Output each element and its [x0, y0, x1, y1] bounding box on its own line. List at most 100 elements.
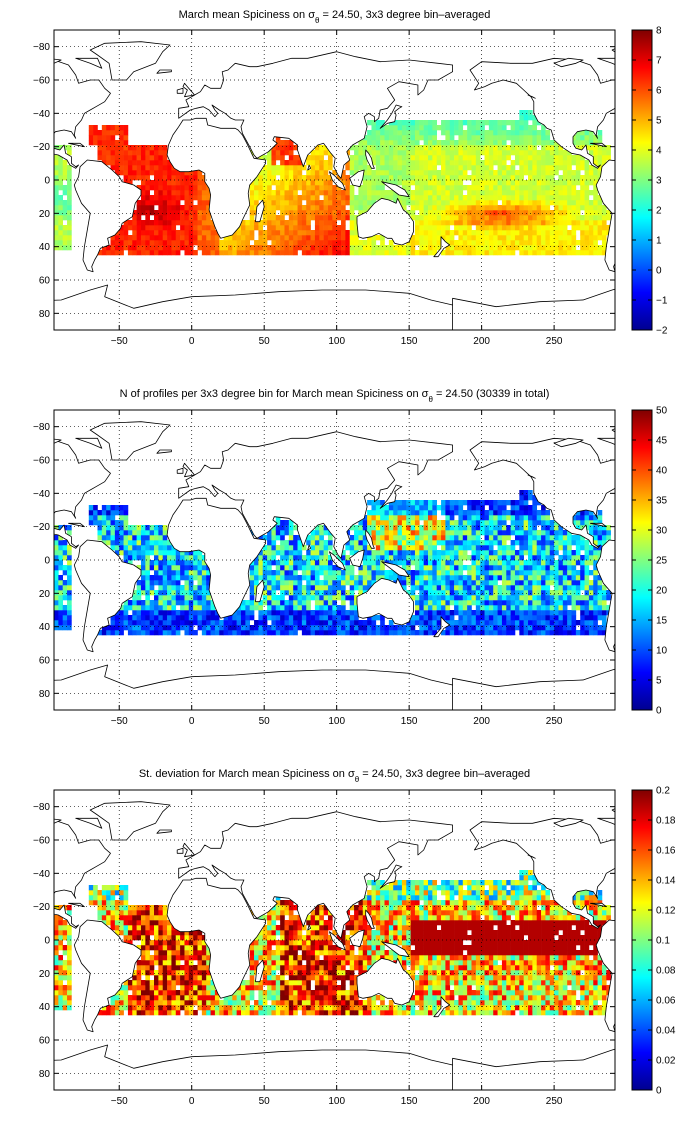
- heatmap-cell: [150, 560, 155, 565]
- heatmap-cell: [180, 190, 185, 195]
- heatmap-cell: [485, 170, 490, 175]
- heatmap-cell: [280, 240, 285, 245]
- heatmap-cell: [306, 245, 311, 250]
- heatmap-cell: [432, 620, 437, 625]
- heatmap-cell: [202, 215, 207, 220]
- heatmap-cell: [163, 205, 168, 210]
- heatmap-cell: [541, 615, 546, 620]
- heatmap-cell: [593, 535, 598, 540]
- heatmap-cell: [445, 560, 450, 565]
- heatmap-cell: [511, 550, 516, 555]
- heatmap-cell: [441, 220, 446, 225]
- heatmap-cell: [284, 235, 289, 240]
- heatmap-cell: [476, 170, 481, 175]
- heatmap-cell: [385, 510, 390, 515]
- heatmap-cell: [515, 515, 520, 520]
- heatmap-cell: [154, 575, 159, 580]
- heatmap-cell: [502, 535, 507, 540]
- heatmap-cell: [419, 145, 424, 150]
- heatmap-cell: [498, 150, 503, 155]
- heatmap-cell: [115, 155, 120, 160]
- heatmap-cell: [489, 600, 494, 605]
- heatmap-cell: [341, 625, 346, 630]
- heatmap-cell: [158, 575, 163, 580]
- heatmap-cell: [158, 565, 163, 570]
- heatmap-cell: [493, 250, 498, 255]
- heatmap-cell: [441, 210, 446, 215]
- heatmap-cell: [480, 585, 485, 590]
- heatmap-cell: [463, 145, 468, 150]
- heatmap-cell: [376, 520, 381, 525]
- heatmap-cell: [480, 575, 485, 580]
- heatmap-cell: [554, 230, 559, 235]
- heatmap-cell: [124, 550, 129, 555]
- heatmap-cell: [458, 245, 463, 250]
- heatmap-cell: [150, 240, 155, 245]
- heatmap-cell: [580, 615, 585, 620]
- heatmap-cell: [519, 620, 524, 625]
- heatmap-cell: [441, 180, 446, 185]
- heatmap-cell: [63, 185, 68, 190]
- heatmap-cell: [454, 125, 459, 130]
- heatmap-cell: [519, 235, 524, 240]
- heatmap-cell: [132, 165, 137, 170]
- heatmap-cell: [267, 585, 272, 590]
- heatmap-cell: [267, 185, 272, 190]
- heatmap-cell: [480, 250, 485, 255]
- heatmap-cell: [445, 210, 450, 215]
- heatmap-cell: [293, 220, 298, 225]
- heatmap-cell: [106, 150, 111, 155]
- heatmap-cell: [67, 240, 72, 245]
- heatmap-cell: [298, 590, 303, 595]
- heatmap-cell: [254, 575, 259, 580]
- heatmap-cell: [441, 230, 446, 235]
- heatmap-cell: [458, 190, 463, 195]
- heatmap-cell: [58, 975, 63, 980]
- heatmap-cell: [250, 580, 255, 585]
- heatmap-cell: [593, 245, 598, 250]
- heatmap-cell: [58, 200, 63, 205]
- heatmap-cell: [541, 610, 546, 615]
- heatmap-cell: [602, 615, 607, 620]
- heatmap-cell: [545, 250, 550, 255]
- heatmap-cell: [332, 610, 337, 615]
- heatmap-cell: [206, 220, 211, 225]
- heatmap-cell: [298, 165, 303, 170]
- heatmap-cell: [293, 200, 298, 205]
- heatmap-cell: [163, 540, 168, 545]
- heatmap-cell: [54, 995, 59, 1000]
- heatmap-cell: [124, 235, 129, 240]
- heatmap-cell: [515, 205, 520, 210]
- heatmap-cell: [354, 150, 359, 155]
- heatmap-cell: [537, 565, 542, 570]
- heatmap-cell: [284, 165, 289, 170]
- heatmap-cell: [219, 620, 224, 625]
- heatmap-cell: [450, 515, 455, 520]
- land-outline: [6, 95, 13, 98]
- heatmap-cell: [193, 220, 198, 225]
- heatmap-cell: [167, 235, 172, 240]
- heatmap-cell: [111, 240, 116, 245]
- heatmap-cell: [580, 625, 585, 630]
- heatmap-cell: [441, 200, 446, 205]
- heatmap-cell: [398, 630, 403, 635]
- heatmap-cell: [445, 605, 450, 610]
- heatmap-cell: [254, 565, 259, 570]
- heatmap-cell: [271, 225, 276, 230]
- heatmap-cell: [280, 165, 285, 170]
- heatmap-cell: [254, 630, 259, 635]
- heatmap-cell: [580, 570, 585, 575]
- heatmap-cell: [302, 230, 307, 235]
- heatmap-cell: [271, 245, 276, 250]
- heatmap-cell: [524, 120, 529, 125]
- heatmap-cell: [376, 550, 381, 555]
- heatmap-cell: [106, 130, 111, 135]
- heatmap-cell: [537, 170, 542, 175]
- heatmap-cell: [341, 570, 346, 575]
- heatmap-cell: [328, 620, 333, 625]
- heatmap-cell: [515, 565, 520, 570]
- heatmap-cell: [502, 140, 507, 145]
- heatmap-cell: [350, 200, 355, 205]
- heatmap-cell: [354, 160, 359, 165]
- heatmap-cell: [258, 250, 263, 255]
